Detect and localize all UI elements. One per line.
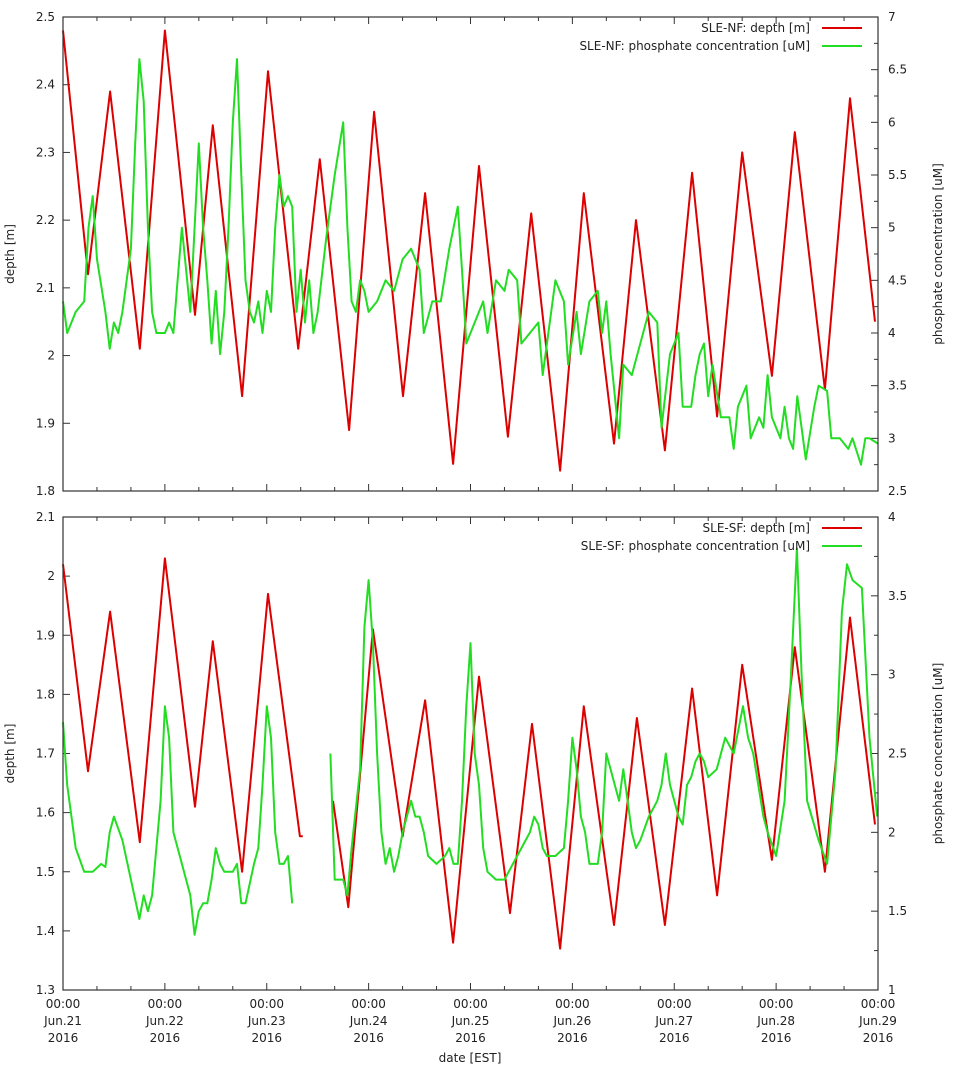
y2-tick-label: 2.5 <box>888 747 907 761</box>
x-tick-label-day: Jun.22 <box>145 1014 184 1028</box>
y2-tick-label: 5 <box>888 221 896 235</box>
legend-label: SLE-SF: phosphate concentration [uM] <box>581 539 810 553</box>
x-tick-label-day: Jun.21 <box>43 1014 82 1028</box>
x-tick-label-day: Jun.24 <box>349 1014 388 1028</box>
y2-tick-label: 6 <box>888 115 896 129</box>
y-tick-label: 2.5 <box>36 10 55 24</box>
y2-tick-label: 3.5 <box>888 589 907 603</box>
phosphate-series-line <box>62 547 879 936</box>
x-tick-label-day: Jun.28 <box>756 1014 795 1028</box>
y-tick-label: 1.9 <box>36 416 55 430</box>
legend-label: SLE-SF: depth [m] <box>703 521 810 535</box>
y-tick-label: 1.6 <box>36 806 55 820</box>
y-tick-label: 1.8 <box>36 484 55 498</box>
x-tick-label-time: 00:00 <box>351 997 386 1011</box>
y-tick-label: 2 <box>47 569 55 583</box>
y2-tick-label: 2 <box>888 825 896 839</box>
y-tick-label: 2.1 <box>36 510 55 524</box>
y-tick-label: 2.1 <box>36 281 55 295</box>
y2-tick-label: 4 <box>888 510 896 524</box>
x-tick-label-year: 2016 <box>150 1031 181 1045</box>
x-tick-label-year: 2016 <box>455 1031 486 1045</box>
x-tick-label-day: Jun.27 <box>654 1014 693 1028</box>
legend-label: SLE-NF: depth [m] <box>701 21 810 35</box>
x-tick-label-time: 00:00 <box>453 997 488 1011</box>
plot-frame <box>62 516 879 991</box>
x-tick-label-day: Jun.25 <box>451 1014 490 1028</box>
x-tick-label-time: 00:00 <box>555 997 590 1011</box>
top-panel-nf: 1.8 1.9 2 2.1 2.2 2.3 2.4 2.5 2.5 3 3.5 4 4.5 5 5.5 6 6.… <box>3 10 945 498</box>
x-tick-label-time: 00:00 <box>148 997 183 1011</box>
y-tick-label: 1.8 <box>36 687 55 701</box>
x-tick-label-year: 2016 <box>48 1031 79 1045</box>
x-tick-label-day: Jun.26 <box>552 1014 591 1028</box>
x-tick-label-year: 2016 <box>659 1031 690 1045</box>
x-tick-label-year: 2016 <box>863 1031 894 1045</box>
y2-tick-label: 4.5 <box>888 273 907 287</box>
x-tick-label-day: Jun.29 <box>858 1014 897 1028</box>
y-tick-label: 1.7 <box>36 747 55 761</box>
y-axis-label: depth [m] <box>3 224 17 284</box>
y-tick-label: 1.9 <box>36 628 55 642</box>
y-tick-label: 2 <box>47 349 55 363</box>
x-tick-label-year: 2016 <box>353 1031 384 1045</box>
x-tick-label-year: 2016 <box>251 1031 282 1045</box>
y2-axis-label: phosphate concentration [uM] <box>931 163 945 345</box>
x-tick-label-day: Jun.23 <box>247 1014 286 1028</box>
x-tick-label-time: 00:00 <box>657 997 692 1011</box>
y2-tick-label: 4 <box>888 326 896 340</box>
y-tick-label: 2.2 <box>36 213 55 227</box>
y2-axis-label: phosphate concentration [uM] <box>931 663 945 845</box>
y2-tick-label: 6.5 <box>888 63 907 77</box>
x-tick-label-time: 00:00 <box>759 997 794 1011</box>
depth-series-line <box>62 29 876 472</box>
y2-tick-label: 5.5 <box>888 168 907 182</box>
x-axis-label: date [EST] <box>439 1051 502 1065</box>
x-tick-label-time: 00:00 <box>249 997 284 1011</box>
bottom-panel-sf: 1.3 1.4 1.5 1.6 1.7 1.8 1.9 2 2.1 1 1.5 2 2.5 3 3.5 4 de… <box>3 510 945 1045</box>
depth-series-line <box>62 557 876 950</box>
y2-tick-label: 7 <box>888 10 896 24</box>
y-tick-label: 1.3 <box>36 983 55 997</box>
phosphate-series-line <box>62 58 879 466</box>
x-tick-label-year: 2016 <box>761 1031 792 1045</box>
x-tick-label-year: 2016 <box>557 1031 588 1045</box>
y-tick-label: 1.4 <box>36 924 55 938</box>
y2-tick-label: 3 <box>888 431 896 445</box>
y2-tick-label: 1.5 <box>888 904 907 918</box>
legend-label: SLE-NF: phosphate concentration [uM] <box>579 39 810 53</box>
x-tick-label-time: 00:00 <box>46 997 81 1011</box>
y2-tick-label: 1 <box>888 983 896 997</box>
y2-tick-label: 2.5 <box>888 484 907 498</box>
x-tick-label-time: 00:00 <box>861 997 896 1011</box>
y-axis-label: depth [m] <box>3 724 17 784</box>
y-tick-label: 1.5 <box>36 865 55 879</box>
y2-tick-label: 3 <box>888 668 896 682</box>
y-tick-label: 2.4 <box>36 78 55 92</box>
y2-tick-label: 3.5 <box>888 379 907 393</box>
plot-frame <box>62 16 879 492</box>
y-tick-label: 2.3 <box>36 145 55 159</box>
